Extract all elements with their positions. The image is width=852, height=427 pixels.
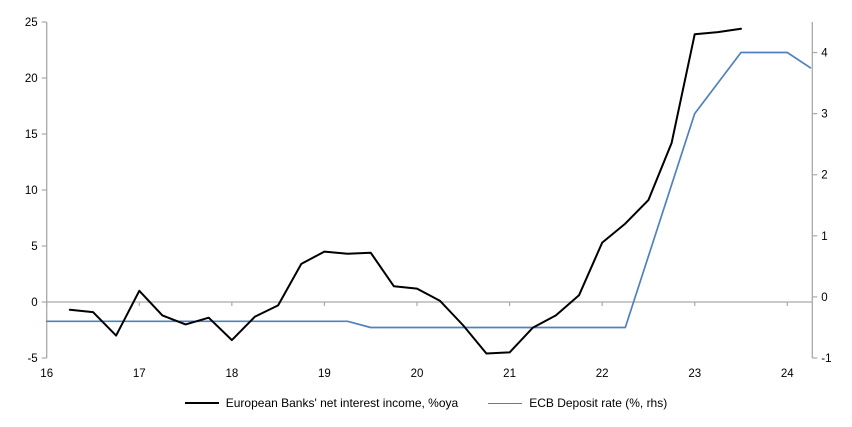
right-axis-tick-label: -1 [821, 353, 831, 365]
chart-legend: European Banks' net interest income, %oy… [0, 396, 852, 410]
legend-label-net-interest-income: European Banks' net interest income, %oy… [225, 396, 459, 410]
x-axis-tick-label: 24 [781, 368, 794, 380]
series-line-deposit-rate [45, 51, 812, 329]
deposit-rate-legend-line-icon [488, 402, 523, 404]
legend-item-deposit-rate: ECB Deposit rate (%, rhs) [488, 396, 667, 410]
left-axis-tick-label: -5 [27, 353, 37, 365]
x-axis-tick-label: 16 [40, 368, 53, 380]
left-axis-tick-label: 5 [31, 241, 37, 253]
x-axis-tick-label: 18 [225, 368, 238, 380]
left-axis-tick-label: 25 [25, 17, 38, 29]
x-axis-tick-label: 21 [503, 368, 516, 380]
right-axis-tick-label: 2 [821, 170, 827, 182]
series-line-net-interest-income [68, 27, 742, 355]
left-axis-tick-label: 20 [25, 73, 38, 85]
right-axis-tick-label: 1 [821, 231, 827, 243]
x-axis-tick-label: 20 [411, 368, 424, 380]
legend-item-net-interest-income: European Banks' net interest income, %oy… [184, 396, 459, 410]
right-axis-tick-label: 3 [821, 109, 827, 121]
x-axis-tick-label: 17 [133, 368, 146, 380]
x-axis-tick-label: 23 [688, 368, 701, 380]
x-axis-tick-label: 19 [318, 368, 331, 380]
right-axis-tick-label: 4 [821, 48, 828, 60]
legend-label-deposit-rate: ECB Deposit rate (%, rhs) [529, 396, 668, 410]
nii-legend-line-icon [184, 402, 219, 404]
right-axis-tick-label: 0 [821, 292, 827, 304]
left-axis-tick-label: 15 [25, 129, 38, 141]
x-axis-tick-label: 22 [596, 368, 609, 380]
left-axis-tick-label: 0 [31, 297, 37, 309]
left-axis-tick-label: 10 [25, 185, 38, 197]
